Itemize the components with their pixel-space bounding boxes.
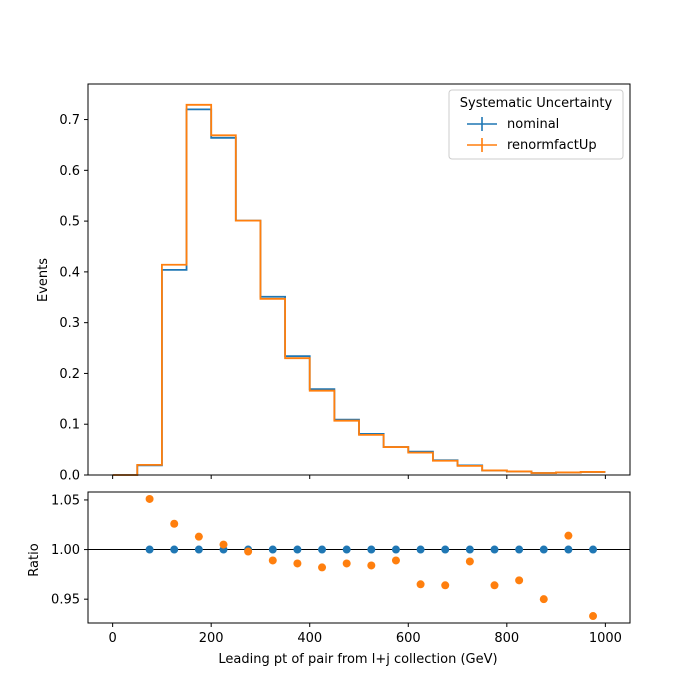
ratio-xtick-label: 1000 xyxy=(589,631,622,646)
ratio-point-renormfactup xyxy=(244,547,253,556)
ratio-point-nominal xyxy=(342,545,351,554)
ratio-point-renormfactup xyxy=(589,612,598,621)
legend-entry-nominal: nominal xyxy=(467,117,559,132)
main-ylabel: Events xyxy=(36,258,51,302)
main-ytick-label: 0.3 xyxy=(59,316,80,331)
ratio-series-group xyxy=(88,494,630,621)
ratio-point-nominal xyxy=(416,545,425,554)
ratio-xlabel: Leading pt of pair from l+j collection (… xyxy=(218,652,497,667)
main-ytick-label: 0.7 xyxy=(59,113,80,128)
legend-title: Systematic Uncertainty xyxy=(460,96,613,111)
ratio-point-renormfactup xyxy=(490,581,499,590)
ratio-point-nominal xyxy=(145,545,154,554)
ratio-point-nominal xyxy=(293,545,302,554)
legend-label-renormfactup: renormfactUp xyxy=(507,138,597,153)
main-histogram-panel: 0.0 0.1 0.2 0.3 0.4 0.5 0.6 0.7 Events Systemat… xyxy=(36,83,631,484)
ratio-point-nominal xyxy=(515,545,524,554)
ratio-point-renormfactup xyxy=(367,561,376,570)
main-ytick-label: 0.4 xyxy=(59,265,80,280)
legend-entry-renormfactup: renormfactUp xyxy=(467,138,597,153)
ratio-plot-frame xyxy=(87,491,631,624)
ratio-point-renormfactup xyxy=(170,519,179,528)
ratio-point-nominal xyxy=(564,545,573,554)
main-axes: 0.0 0.1 0.2 0.3 0.4 0.5 0.6 0.7 xyxy=(59,113,606,484)
ratio-point-renormfactup xyxy=(145,494,154,503)
ratio-point-renormfactup xyxy=(564,531,573,540)
ratio-point-renormfactup xyxy=(342,559,351,568)
main-plot-frame xyxy=(87,83,631,476)
main-ytick-label: 0.6 xyxy=(59,164,80,179)
ratio-point-nominal xyxy=(170,545,179,554)
ratio-point-nominal xyxy=(490,545,499,554)
ratio-xtick-label: 800 xyxy=(494,631,519,646)
ratio-point-nominal xyxy=(465,545,474,554)
ratio-point-nominal xyxy=(589,545,598,554)
ratio-point-nominal xyxy=(539,545,548,554)
ratio-point-renormfactup xyxy=(194,532,203,541)
ratio-point-renormfactup xyxy=(391,556,400,565)
ratio-ytick-label: 1.00 xyxy=(51,543,80,558)
ratio-point-renormfactup xyxy=(539,595,548,604)
histogram-line-renormfactup xyxy=(112,103,606,476)
ratio-point-nominal xyxy=(441,545,450,554)
histogram-series-group xyxy=(112,103,606,476)
ratio-point-renormfactup xyxy=(515,576,524,585)
ratio-point-renormfactup xyxy=(416,580,425,589)
ratio-ytick-label: 1.05 xyxy=(51,493,80,508)
legend-label-nominal: nominal xyxy=(507,117,559,132)
main-ytick-label: 0.5 xyxy=(59,215,80,230)
ratio-point-nominal xyxy=(194,545,203,554)
ratio-point-nominal xyxy=(268,545,277,554)
ratio-point-renormfactup xyxy=(268,556,277,565)
ratio-xtick-label: 200 xyxy=(199,631,224,646)
ratio-panel: 0 200 400 600 800 1000 0.95 1.00 1.05 Ratio Lead… xyxy=(27,491,631,667)
ratio-xtick-label: 0 xyxy=(108,631,116,646)
main-ytick-label: 0.0 xyxy=(59,469,80,484)
ratio-point-renormfactup xyxy=(318,563,327,572)
ratio-xtick-label: 600 xyxy=(396,631,421,646)
ratio-point-nominal xyxy=(318,545,327,554)
main-ytick-label: 0.2 xyxy=(59,367,80,382)
ratio-point-renormfactup xyxy=(465,557,474,566)
legend-box xyxy=(448,89,624,160)
ratio-point-nominal xyxy=(391,545,400,554)
legend: Systematic Uncertainty nominal renormfac… xyxy=(448,89,624,160)
ratio-ylabel: Ratio xyxy=(27,543,42,576)
ratio-ytick-label: 0.95 xyxy=(51,593,80,608)
main-ytick-label: 0.1 xyxy=(59,418,80,433)
ratio-xtick-label: 400 xyxy=(297,631,322,646)
ratio-point-nominal xyxy=(367,545,376,554)
ratio-point-renormfactup xyxy=(219,540,228,549)
ratio-point-renormfactup xyxy=(293,559,302,568)
ratio-point-renormfactup xyxy=(441,581,450,590)
ratio-axes: 0 200 400 600 800 1000 0.95 1.00 1.05 xyxy=(51,493,622,646)
